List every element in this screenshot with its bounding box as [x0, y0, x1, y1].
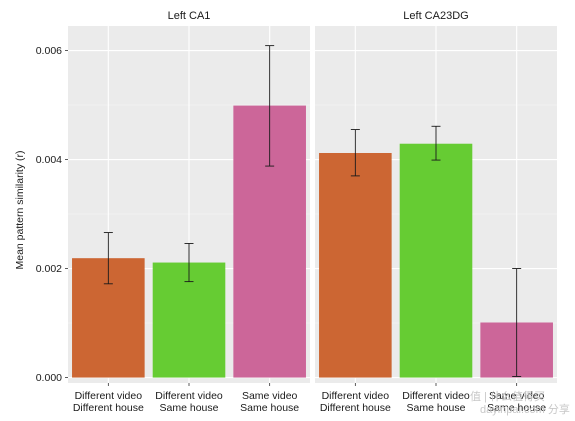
- y-axis: 0.000 0.002 0.004 0.006: [36, 45, 68, 384]
- facet-title: Left CA1: [168, 10, 211, 22]
- x-tick-label-line: Same house: [240, 402, 299, 414]
- x-tick-label: Same video Same house: [487, 390, 546, 414]
- x-tick-label-line: Same video: [242, 390, 298, 402]
- x-tick-label: Different video Same house: [402, 390, 470, 414]
- y-tick-label: 0.002: [36, 263, 62, 275]
- watermark-line-2: dayinpai.com 分享: [480, 402, 570, 416]
- x-tick-label-line: Different house: [73, 402, 144, 414]
- facet-title: Left CA23DG: [403, 10, 468, 22]
- x-tick-label: Different video Same house: [155, 390, 223, 414]
- x-tick-label-line: Different video: [75, 390, 143, 402]
- y-tick-label: 0.000: [36, 372, 62, 384]
- x-tick-label-line: Different video: [322, 390, 390, 402]
- x-tick-label: Same video Same house: [240, 390, 299, 414]
- y-tick-label: 0.004: [36, 154, 62, 166]
- x-tick-label-line: Different video: [155, 390, 223, 402]
- watermark: 值 | 什么值得买 dayinpai.com 分享: [470, 390, 570, 416]
- y-axis-title: Mean pattern similarity (r): [14, 150, 26, 269]
- y-tick-label: 0.006: [36, 45, 62, 57]
- x-tick-label-line: Same video: [489, 390, 545, 402]
- x-tick-label-line: Different video: [402, 390, 470, 402]
- bar: [319, 152, 392, 378]
- x-tick-label: Different video Different house: [73, 390, 144, 414]
- x-tick-label-line: Same house: [407, 402, 466, 414]
- bar: [399, 143, 473, 378]
- x-tick-label-line: Same house: [487, 402, 546, 414]
- watermark-line-1: 值 | 什么值得买: [470, 390, 545, 403]
- x-tick-label-line: Same house: [160, 402, 219, 414]
- x-tick-label: Different video Different house: [320, 390, 391, 414]
- x-tick-label-line: Different house: [320, 402, 391, 414]
